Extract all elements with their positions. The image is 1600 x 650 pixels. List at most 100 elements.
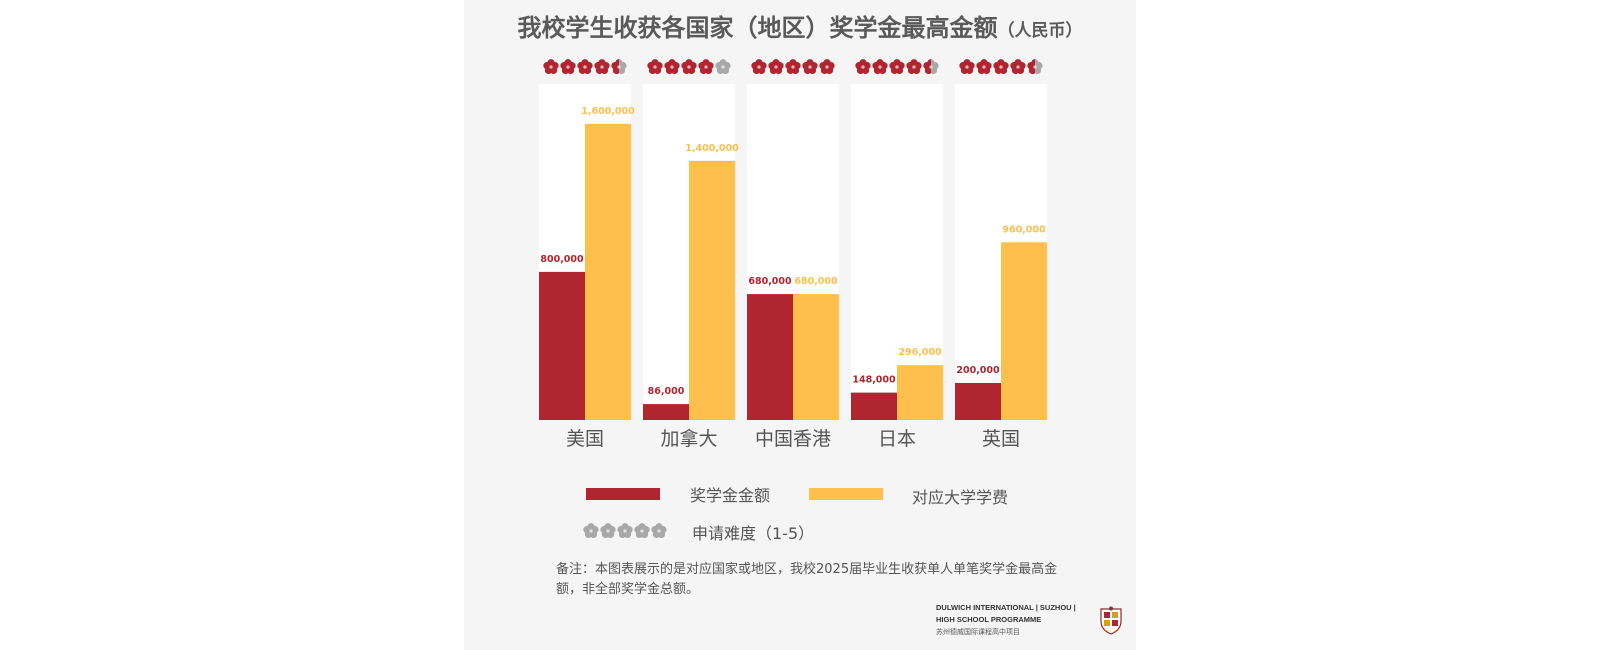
difficulty-half-flower-icon-center: [929, 65, 931, 69]
difficulty-flower-icon-center: [999, 65, 1003, 69]
legend-flower-icon-center: [657, 529, 661, 533]
difficulty-flower-icon-center: [825, 65, 829, 69]
legend-flower-icon-petals: [651, 523, 667, 539]
legend-flower-icon-petals: [634, 523, 650, 539]
value-label: 296,000: [898, 347, 942, 358]
difficulty-half-flower-icon: [1027, 59, 1035, 75]
difficulty-flower-icon: [594, 59, 610, 75]
category-label: 英国: [982, 428, 1020, 450]
difficulty-flower-icon: [802, 59, 818, 75]
difficulty-flower-icon-petals: [543, 59, 559, 75]
difficulty-flower-icon-petals: [802, 59, 818, 75]
difficulty-flower-icon: [751, 59, 767, 75]
difficulty-flower-icon-petals: [560, 59, 576, 75]
bar-chart: 800,000 1,600,000 美国 86,000 1,400,000 加拿大 680,…: [539, 59, 1047, 450]
difficulty-flower-icon-petals: [819, 59, 835, 75]
difficulty-flower-icon-petals: [872, 59, 888, 75]
difficulty-flower-icon-petals: [768, 59, 784, 75]
bar-panel: [851, 84, 943, 420]
difficulty-half-flower-icon: [923, 59, 931, 75]
bar: [1001, 242, 1047, 420]
category-label: 加拿大: [660, 427, 717, 450]
difficulty-flower-icon: [993, 59, 1009, 75]
legend-label-tuition: 对应大学学费: [912, 488, 1009, 507]
difficulty-flower-icon: [819, 59, 835, 75]
brand-line-1: DULWICH INTERNATIONAL | SUZHOU |: [936, 603, 1076, 612]
difficulty-flower-icon-petals: [664, 59, 680, 75]
category-label: 日本: [878, 428, 916, 450]
difficulty-flower-icon: [855, 59, 871, 75]
legend-flower-icon-center: [640, 529, 644, 533]
difficulty-flower-icon-center: [774, 65, 778, 69]
difficulty-flower-icon: [768, 59, 784, 75]
category-label: 中国香港: [755, 428, 831, 450]
difficulty-flower-icon-center: [687, 65, 691, 69]
infographic-poster: 我校学生收获各国家（地区）奖学金最高金额（人民币） 800,000 1,600,0…: [464, 0, 1136, 650]
title-text: 我校学生收获各国家（地区）奖学金最高金额: [517, 14, 998, 42]
difficulty-half-flower-icon-center: [1033, 65, 1035, 69]
legend-flower-icon-petals: [600, 523, 616, 539]
difficulty-flower-icon-center: [982, 65, 986, 69]
legend-flower-icon-petals: [617, 523, 633, 539]
legend-flower-icon-center: [589, 529, 593, 533]
difficulty-flower-icon: [698, 59, 714, 75]
difficulty-flower-icon-petals: [959, 59, 975, 75]
value-label: 148,000: [852, 375, 896, 386]
brand-line-2: HIGH SCHOOL PROGRAMME: [936, 615, 1042, 624]
difficulty-flower-icon: [543, 59, 559, 75]
difficulty-flower-icon-center: [566, 65, 570, 69]
legend-flower-icon: [617, 523, 633, 539]
difficulty-flower-icon: [715, 59, 731, 75]
difficulty-flower-icon: [785, 59, 801, 75]
difficulty-flower-icon-center: [721, 65, 725, 69]
difficulty-flower-icon-center: [757, 65, 761, 69]
difficulty-flower-icon-petals: [993, 59, 1009, 75]
difficulty-flower-icon: [889, 59, 905, 75]
title-unit: （人民币）: [997, 21, 1083, 41]
difficulty-flower-icon-center: [670, 65, 674, 69]
difficulty-flower-icon: [560, 59, 576, 75]
difficulty-flower-icon-petals: [594, 59, 610, 75]
bar: [897, 365, 943, 420]
difficulty-flower-icon-center: [549, 65, 553, 69]
difficulty-flower-icon-petals: [647, 59, 663, 75]
difficulty-flower-icon-center: [791, 65, 795, 69]
legend-difficulty-icons: [583, 523, 667, 539]
brand-line-3: 苏州德威国际课程高中项目: [936, 629, 1020, 636]
value-label: 86,000: [648, 386, 685, 397]
difficulty-flower-icon: [681, 59, 697, 75]
bar: [793, 294, 839, 420]
difficulty-flower-icon-center: [861, 65, 865, 69]
difficulty-flower-icon-center: [1016, 65, 1020, 69]
difficulty-flower-icon-petals: [889, 59, 905, 75]
difficulty-half-flower-icon-petals: [923, 59, 931, 75]
legend-flower-icon: [651, 523, 667, 539]
difficulty-flower-icon-center: [895, 65, 899, 69]
legend-label-difficulty: 申请难度（1-5）: [692, 524, 815, 543]
difficulty-flower-icon: [959, 59, 975, 75]
difficulty-flower-icon: [664, 59, 680, 75]
difficulty-flower-icon-center: [653, 65, 657, 69]
value-label: 1,600,000: [581, 106, 635, 117]
value-label: 960,000: [1002, 224, 1046, 235]
difficulty-flower-icon: [872, 59, 888, 75]
difficulty-flower-icon: [1010, 59, 1026, 75]
difficulty-flower-icon-petals: [906, 59, 922, 75]
legend-flower-icon-center: [623, 529, 627, 533]
value-label: 680,000: [794, 276, 838, 287]
legend-flower-icon: [600, 523, 616, 539]
difficulty-half-flower-icon-center: [617, 65, 619, 69]
difficulty-flower-icon-center: [878, 65, 882, 69]
legend-flower-icon-center: [606, 529, 610, 533]
bar: [955, 382, 1001, 420]
difficulty-half-flower-icon: [611, 59, 619, 75]
school-crest-logo: [1100, 606, 1122, 635]
legend-flower-icon: [583, 523, 599, 539]
value-label: 680,000: [748, 276, 792, 287]
difficulty-flower-icon-petals: [698, 59, 714, 75]
bar: [539, 271, 585, 420]
difficulty-flower-icon-petals: [715, 59, 731, 75]
category-label: 美国: [566, 428, 604, 450]
difficulty-half-flower-icon-petals: [1027, 59, 1035, 75]
bar: [747, 294, 793, 420]
